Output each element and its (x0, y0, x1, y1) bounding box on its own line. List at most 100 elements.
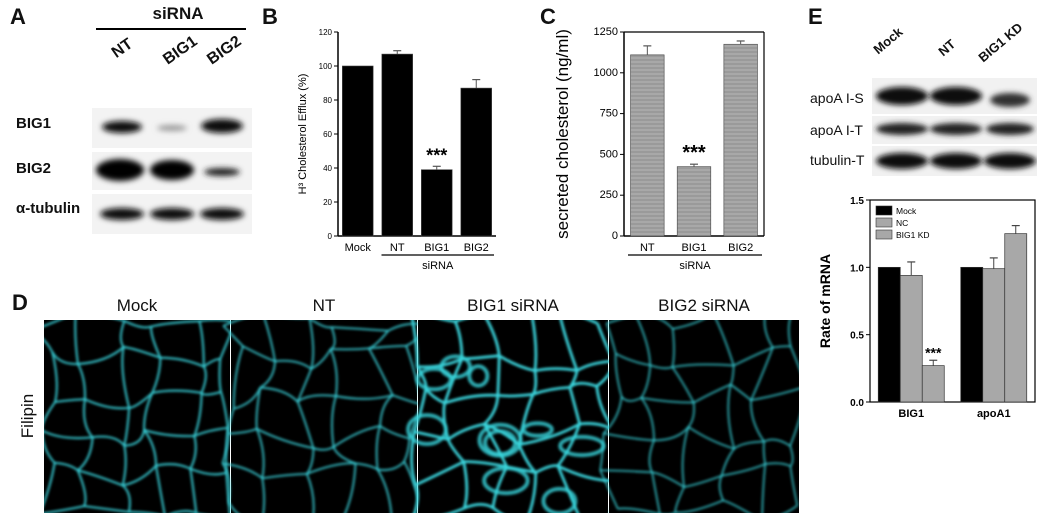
y-axis-label: Rate of mRNA (817, 254, 833, 348)
y-tick-label: 1250 (594, 26, 618, 38)
membrane-segment (463, 502, 494, 510)
band (986, 123, 1034, 135)
membrane-segment (640, 365, 652, 399)
membrane-segment (310, 320, 332, 329)
membrane-segment (255, 387, 262, 429)
membrane-segment (143, 392, 154, 430)
membrane-segment (789, 416, 799, 447)
membrane-segment (259, 361, 277, 389)
membrane-segment (222, 325, 244, 347)
membrane-segment (222, 320, 242, 327)
band (157, 125, 187, 131)
membrane-segment (143, 428, 195, 438)
membrane-segment (263, 320, 277, 362)
cholesterol-cluster (477, 422, 523, 458)
membrane-segment (586, 320, 598, 325)
membrane-segment (332, 446, 356, 465)
membrane-segment (761, 463, 767, 513)
band (876, 87, 928, 105)
membrane-segment (355, 462, 379, 471)
membrane-segment (718, 475, 725, 501)
membrane-segment (715, 320, 735, 366)
membrane-segment (403, 438, 411, 463)
panel-a-lane-big1: BIG1 (160, 32, 201, 69)
membrane-segment (518, 422, 581, 446)
y-tick-label: 250 (600, 189, 618, 201)
legend-label: BIG1 KD (896, 230, 930, 240)
membrane-segment (274, 359, 312, 370)
significance-label: *** (426, 145, 447, 165)
band (200, 208, 244, 220)
y-tick-label: 0 (328, 232, 333, 241)
membrane-segment (532, 385, 570, 396)
membrane-segment (335, 394, 393, 400)
membrane-segment (122, 464, 157, 487)
plot-frame (869, 199, 1036, 403)
membrane-segment (411, 320, 419, 367)
membrane-segment (789, 346, 799, 371)
membrane-segment (193, 392, 203, 437)
bar (381, 53, 413, 237)
band (204, 168, 240, 176)
membrane-segment (440, 320, 456, 323)
membrane-segment (121, 445, 127, 486)
membrane-segment (154, 465, 166, 513)
membrane-segment (497, 392, 534, 398)
band (102, 121, 142, 133)
membrane-segment (720, 448, 735, 476)
micrograph-1 (44, 320, 236, 513)
membrane-segment (128, 392, 154, 409)
micrograph-3 (406, 320, 620, 513)
bar (421, 169, 453, 237)
membrane-segment (722, 499, 751, 513)
bar (982, 268, 1006, 403)
membrane-segment (44, 430, 93, 440)
membrane-segment (620, 395, 642, 402)
legend-swatch (875, 217, 893, 228)
membrane-segment (615, 352, 651, 367)
band (984, 153, 1036, 169)
membrane-segment (413, 430, 449, 441)
membrane-segment (228, 427, 258, 435)
membrane-segment (368, 344, 407, 350)
membrane-segment (681, 426, 690, 488)
panel-d-title-big2: BIG2 siRNA (658, 296, 750, 315)
membrane-segment (44, 401, 56, 425)
band (100, 208, 144, 220)
membrane-segment (599, 469, 619, 510)
panel-d-stain-label: Filipin (18, 393, 37, 439)
membrane-segment (151, 357, 162, 394)
y-axis-label: secreted cholesterol (ng/ml) (553, 29, 572, 239)
legend-label: NC (896, 218, 908, 228)
bar (960, 266, 984, 403)
panel-e-lane-big1kd: BIG1 KD (975, 19, 1026, 65)
membrane-segment (330, 395, 337, 448)
membrane-segment (305, 473, 315, 513)
legend-swatch (875, 229, 893, 240)
membrane-segment (763, 438, 791, 447)
membrane-segment (121, 484, 132, 513)
panel-e-row-apoa-s: apoA I-S (810, 90, 864, 106)
membrane-segment (649, 364, 673, 370)
cholesterol-cluster (439, 354, 472, 380)
membrane-segment (492, 506, 503, 513)
membrane-segment (261, 478, 266, 513)
y-tick-label: 60 (323, 130, 332, 139)
membrane-segment (150, 326, 162, 359)
membrane-segment (219, 391, 230, 428)
bar (899, 275, 923, 403)
y-tick-label: 1.5 (850, 196, 864, 207)
y-tick-label: 500 (600, 148, 618, 160)
membrane-segment (330, 347, 369, 351)
y-tick-label: 20 (323, 198, 332, 207)
panel-d-title-nt: NT (312, 296, 336, 315)
membrane-segment (531, 320, 538, 371)
membrane-segment (123, 407, 131, 446)
membrane-segment (155, 463, 191, 470)
membrane-segment (750, 400, 765, 443)
micrograph-strip (44, 320, 799, 513)
y-tick-label: 40 (323, 164, 332, 173)
panel-a-header: siRNA (152, 4, 204, 23)
membrane-segment (200, 366, 207, 394)
membrane-segment (296, 368, 313, 403)
